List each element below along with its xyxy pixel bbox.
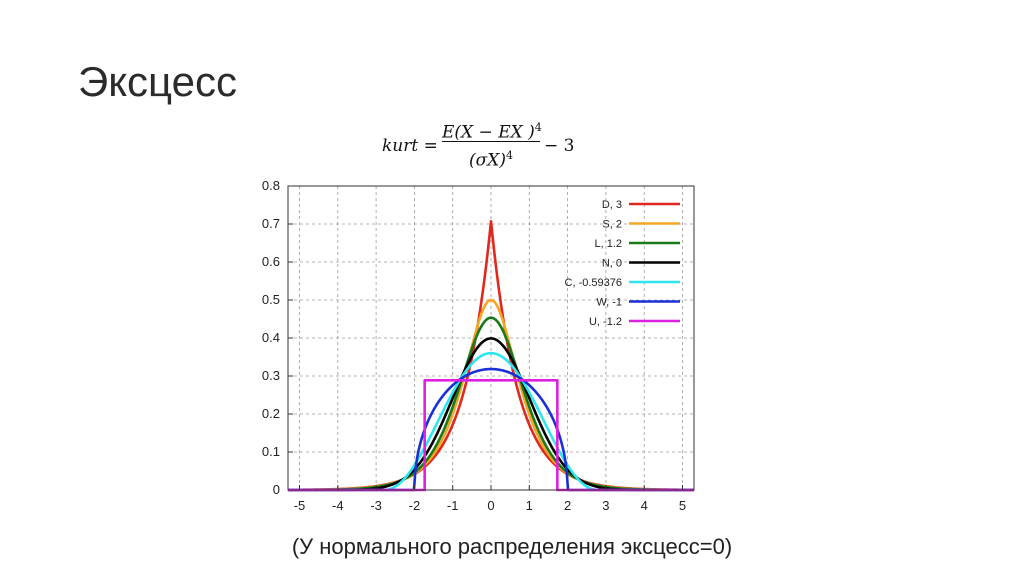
legend-label: L, 1.2 — [594, 238, 622, 250]
x-tick-label: 0 — [487, 498, 494, 513]
x-tick-label: 4 — [641, 498, 648, 513]
slide-title: Эксцесс — [78, 58, 237, 105]
plot-border — [287, 185, 695, 491]
x-tick-label: -2 — [409, 498, 421, 513]
y-tick-label: 0.6 — [262, 254, 280, 269]
x-tick-label: 1 — [526, 498, 533, 513]
y-tick-label: 0 — [273, 482, 280, 497]
y-tick-label: 0.2 — [262, 406, 280, 421]
x-tick-label: -3 — [370, 498, 382, 513]
x-tick-label: 3 — [602, 498, 609, 513]
y-tick-label: 0.3 — [262, 368, 280, 383]
y-tick-label: 0.1 — [262, 444, 280, 459]
formula-denominator: (σX)4 — [469, 149, 513, 171]
legend-label: S, 2 — [602, 219, 622, 231]
x-tick-label: 2 — [564, 498, 571, 513]
x-tick-label: 5 — [679, 498, 686, 513]
y-tick-label: 0.8 — [262, 178, 280, 193]
x-tick-label: -1 — [447, 498, 459, 513]
legend-label: C, -0.59376 — [565, 277, 622, 289]
grid — [288, 185, 694, 491]
y-tick-label: 0.7 — [262, 216, 280, 231]
legend-label: W, -1 — [596, 297, 622, 309]
x-tick-label: -5 — [294, 498, 306, 513]
caption: (У нормального распределения эксцесс=0) — [291, 534, 733, 559]
legend-label: D, 3 — [602, 199, 622, 211]
kurtosis-chart: -5 -4 -3 -2 -1 0 1 2 3 4 5 0 0.1 0.2 0.3 0.4 0.5 0.6 0.7 0.… — [262, 178, 695, 513]
fraction-bar — [442, 141, 540, 142]
legend: D, 3 S, 2 L, 1.2 N, 0 C, -0.59376 W, -1 U, -1.… — [565, 199, 680, 328]
kurtosis-formula: kurt = E(X − EX )4 (σX)4 − 3 — [380, 116, 640, 176]
y-tick-label: 0.4 — [262, 330, 280, 345]
formula-rhs: − 3 — [544, 136, 575, 156]
formula-numerator: E(X − EX )4 — [442, 121, 542, 143]
tick-labels: -5 -4 -3 -2 -1 0 1 2 3 4 5 0 0.1 0.2 0.3 0.4 0.5 0.6 0.7 0.… — [262, 178, 686, 513]
plot-frame — [287, 185, 695, 491]
curve-hyperbolic-secant — [287, 298, 695, 492]
legend-label: U, -1.2 — [589, 316, 622, 328]
legend-label: N, 0 — [602, 258, 622, 270]
x-tick-label: -4 — [332, 498, 344, 513]
formula-lhs: kurt = — [382, 136, 438, 156]
curve-wigner-semicircle — [287, 367, 695, 492]
formula-fraction: E(X − EX )4 (σX)4 — [442, 116, 542, 171]
y-tick-label: 0.5 — [262, 292, 280, 307]
